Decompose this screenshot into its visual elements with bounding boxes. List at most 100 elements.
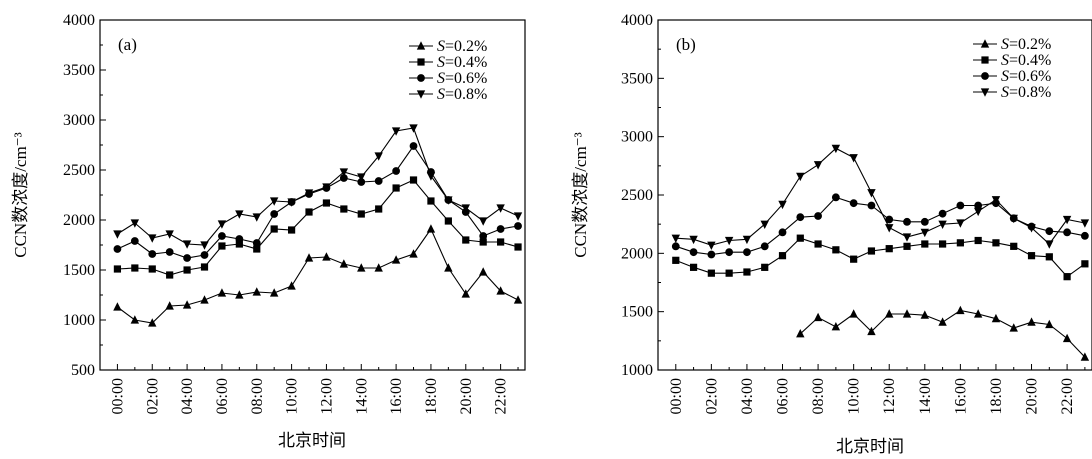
data-point-b-2-2 <box>707 250 716 259</box>
data-point-a-0-16 <box>391 255 401 264</box>
data-point-b-1-10 <box>850 255 858 263</box>
data-point-b-0-15 <box>938 317 947 326</box>
data-point-a-1-20 <box>462 236 470 244</box>
x-tick-label-b-1: 02:00 <box>703 378 720 414</box>
legend-label-a-0: S=0.2% <box>437 38 487 55</box>
series-line-b-1 <box>675 237 1086 278</box>
data-point-b-0-13 <box>902 309 912 318</box>
data-point-b-2-10 <box>849 199 858 208</box>
data-point-a-2-21 <box>479 232 488 240</box>
y-tick-label-a-2: 1500 <box>63 262 95 279</box>
data-point-b-1-5 <box>761 263 769 271</box>
data-point-a-0-15 <box>374 263 383 272</box>
data-point-b-3-14 <box>920 228 930 238</box>
data-point-a-0-9 <box>269 288 279 297</box>
x-tick-label-a-5: 10:00 <box>284 378 301 414</box>
data-point-a-3-8 <box>252 213 261 222</box>
data-point-a-3-7 <box>235 210 244 219</box>
data-point-a-2-14 <box>357 178 366 186</box>
data-point-b-0-16 <box>956 305 965 315</box>
data-point-b-1-7 <box>796 234 804 242</box>
data-point-a-1-8 <box>253 245 261 253</box>
x-tick-label-b-5: 10:00 <box>846 378 863 414</box>
data-point-b-1-23 <box>1081 260 1089 268</box>
data-point-b-3-7 <box>796 172 805 182</box>
y-tick-label-a-5: 3000 <box>63 112 95 129</box>
x-tick-label-b-10: 20:00 <box>1024 378 1041 414</box>
x-tick-label-a-4: 08:00 <box>249 378 266 414</box>
x-tick-label-a-2: 04:00 <box>179 378 196 414</box>
data-point-b-0-19 <box>1009 323 1018 332</box>
data-point-a-1-15 <box>375 205 383 213</box>
data-point-b-2-3 <box>725 248 734 257</box>
x-tick-label-b-8: 16:00 <box>952 378 969 414</box>
data-point-b-1-19 <box>1010 242 1018 250</box>
data-point-b-2-0 <box>671 242 680 251</box>
data-point-a-3-18 <box>426 172 436 181</box>
data-point-a-0-8 <box>252 287 261 296</box>
data-point-a-3-13 <box>339 168 349 177</box>
data-point-b-2-11 <box>867 201 876 210</box>
data-point-b-3-16 <box>956 219 965 228</box>
y-tick-label-a-7: 4000 <box>63 12 95 29</box>
data-point-a-3-22 <box>496 204 505 213</box>
data-point-a-0-1 <box>130 315 140 324</box>
data-point-b-0-22 <box>1062 333 1072 343</box>
data-point-a-1-23 <box>514 243 522 251</box>
data-point-a-3-15 <box>374 152 383 161</box>
data-point-a-0-17 <box>409 249 418 258</box>
data-point-a-1-16 <box>392 184 400 192</box>
data-point-b-2-5 <box>760 242 769 251</box>
data-point-a-0-21 <box>478 267 488 276</box>
legend-label-a-3: S=0.8% <box>437 86 487 103</box>
x-tick-label-a-10: 20:00 <box>458 378 475 414</box>
data-point-b-3-9 <box>831 144 841 154</box>
data-point-b-1-16 <box>956 239 964 247</box>
legend-marker-a-1 <box>417 58 425 66</box>
data-point-a-1-17 <box>409 176 418 184</box>
data-point-a-0-0 <box>113 302 122 311</box>
data-point-a-3-6 <box>217 220 227 229</box>
data-point-a-3-14 <box>357 173 366 182</box>
data-point-a-1-3 <box>166 271 174 279</box>
y-tick-label-b-3: 2500 <box>621 187 653 204</box>
data-point-b-0-8 <box>813 312 823 322</box>
data-point-a-0-18 <box>426 224 436 233</box>
data-point-b-3-13 <box>902 233 912 242</box>
data-point-a-1-21 <box>479 238 487 246</box>
data-point-b-3-22 <box>1062 215 1072 225</box>
x-tick-label-a-6: 12:00 <box>318 378 335 414</box>
x-tick-label-b-11: 22:00 <box>1059 378 1076 414</box>
data-point-b-1-17 <box>974 236 982 245</box>
x-tick-label-b-7: 14:00 <box>917 378 934 414</box>
data-point-a-1-13 <box>340 205 348 213</box>
data-point-a-0-7 <box>235 290 244 299</box>
data-point-a-3-17 <box>409 124 418 133</box>
data-point-b-2-14 <box>920 217 929 226</box>
data-point-b-2-1 <box>689 248 698 257</box>
chart-panel-a: 500 1000 1500 2000 2500 3000 3500 4000 00:00 02:0… <box>11 12 526 450</box>
legend-marker-b-0 <box>980 39 990 48</box>
data-point-b-3-8 <box>813 161 823 170</box>
series-line-a-3 <box>117 127 519 246</box>
data-point-b-3-23 <box>1080 219 1090 228</box>
data-point-b-1-9 <box>832 246 840 254</box>
data-point-b-0-18 <box>991 313 1001 323</box>
data-point-b-0-20 <box>1027 317 1036 326</box>
data-point-a-2-15 <box>374 177 383 185</box>
y-axis-title-b: CCN数浓度/cm⁻³ <box>571 132 590 258</box>
data-point-b-1-18 <box>992 239 1000 247</box>
data-point-b-2-4 <box>743 248 751 257</box>
legend-label-b-3: S=0.8% <box>1001 84 1051 101</box>
data-point-b-3-2 <box>707 241 716 250</box>
data-point-b-1-21 <box>1045 253 1053 261</box>
data-point-b-2-15 <box>938 209 947 218</box>
data-point-b-2-7 <box>796 213 805 222</box>
series-line-b-3 <box>675 147 1085 246</box>
data-point-a-1-9 <box>270 225 278 233</box>
data-point-a-0-5 <box>200 295 209 304</box>
data-point-b-1-0 <box>672 256 680 264</box>
data-point-a-3-4 <box>182 240 192 249</box>
legend-label-b-1: S=0.4% <box>1001 52 1051 69</box>
